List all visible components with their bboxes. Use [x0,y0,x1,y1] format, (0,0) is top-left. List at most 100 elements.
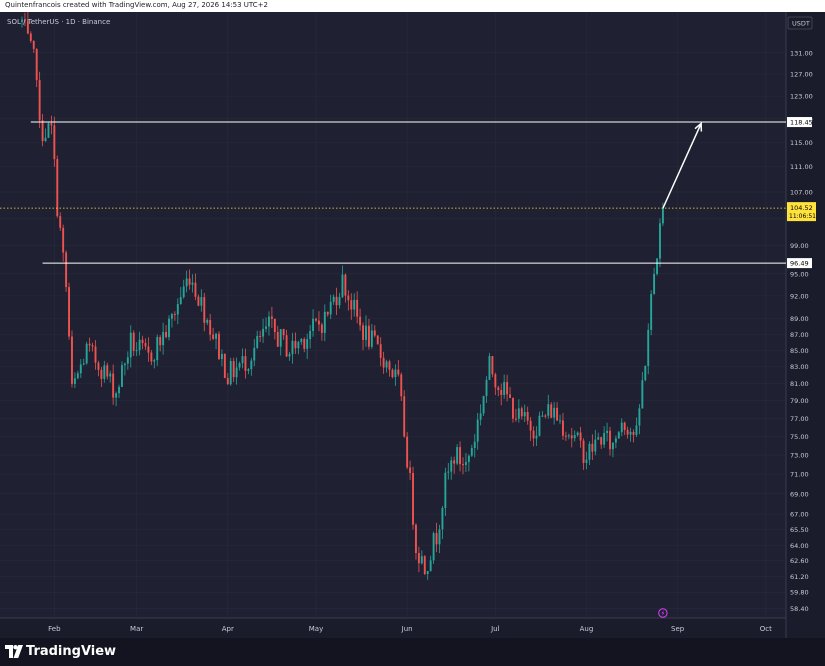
candle-body[interactable] [438,529,441,545]
candle-body[interactable] [138,339,141,351]
currency-badge[interactable] [787,16,813,30]
candle-body[interactable] [362,325,364,340]
candle-body[interactable] [409,467,412,473]
candle-body[interactable] [353,299,356,310]
candle-body[interactable] [62,227,65,253]
price-axis-panel[interactable] [786,12,825,638]
candle-body[interactable] [247,369,250,371]
candle-body[interactable] [268,316,270,327]
candle-body[interactable] [250,360,253,370]
candle-body[interactable] [115,393,118,398]
candle-body[interactable] [165,332,168,338]
candle-body[interactable] [235,367,238,378]
candle-body[interactable] [59,216,62,228]
candle-body[interactable] [497,387,500,390]
candle-body[interactable] [661,208,664,224]
candle-body[interactable] [109,373,112,377]
candle-body[interactable] [388,361,391,370]
candle-body[interactable] [220,353,223,360]
candle-body[interactable] [620,422,623,433]
candle-body[interactable] [623,422,626,430]
candle-body[interactable] [200,297,203,306]
candle-body[interactable] [71,336,73,384]
candle-body[interactable] [444,472,447,509]
candle-body[interactable] [270,316,273,319]
candle-body[interactable] [23,19,26,21]
candle-body[interactable] [162,332,165,346]
candle-body[interactable] [506,382,509,395]
candle-body[interactable] [347,295,350,301]
candle-body[interactable] [597,437,600,440]
candle-body[interactable] [173,314,176,316]
candle-body[interactable] [291,340,294,355]
candle-body[interactable] [535,435,538,439]
candle-body[interactable] [194,282,197,297]
candle-body[interactable] [182,286,185,298]
candle-body[interactable] [320,324,323,333]
candle-body[interactable] [650,294,653,330]
candle-body[interactable] [309,330,312,340]
candle-body[interactable] [373,330,376,336]
candle-body[interactable] [400,374,403,397]
candle-body[interactable] [412,472,414,525]
candle-body[interactable] [567,435,570,437]
candle-body[interactable] [370,330,373,347]
candle-body[interactable] [570,435,573,439]
candle-body[interactable] [600,437,603,445]
candle-body[interactable] [544,415,547,417]
candle-body[interactable] [123,363,126,366]
candle-body[interactable] [38,80,41,121]
time-axis-panel[interactable] [0,618,786,638]
candle-body[interactable] [356,299,359,317]
candle-body[interactable] [170,314,173,319]
candle-body[interactable] [656,258,658,275]
candle-body[interactable] [21,19,23,22]
candle-body[interactable] [176,304,179,315]
candle-body[interactable] [520,408,523,417]
candle-body[interactable] [341,274,344,297]
candle-body[interactable] [159,337,162,346]
candle-body[interactable] [326,311,329,315]
candle-body[interactable] [315,318,317,321]
candle-body[interactable] [382,357,385,368]
candle-body[interactable] [473,441,476,449]
candle-body[interactable] [456,447,459,464]
candle-body[interactable] [100,369,103,379]
candle-body[interactable] [94,346,97,363]
candle-body[interactable] [653,274,656,295]
candle-body[interactable] [121,365,123,387]
candle-body[interactable] [447,471,450,473]
candle-body[interactable] [541,415,544,417]
candle-body[interactable] [294,340,297,349]
candle-body[interactable] [647,329,650,366]
candle-body[interactable] [338,296,341,306]
candle-body[interactable] [467,455,470,462]
candle-body[interactable] [494,374,497,388]
candle-body[interactable] [76,373,79,379]
candle-body[interactable] [500,389,503,395]
price-chart[interactable]: SOL / TetherUS · 1D · Binance 131.00 127.0… [0,12,825,638]
candle-body[interactable] [303,338,306,349]
candle-body[interactable] [323,311,326,333]
candle-body[interactable] [332,296,335,302]
candle-body[interactable] [297,341,300,349]
candle-body[interactable] [415,524,417,553]
candle-body[interactable] [256,335,259,348]
candle-body[interactable] [212,334,215,339]
candle-body[interactable] [279,329,282,347]
candle-body[interactable] [509,394,511,398]
candle-body[interactable] [606,430,609,434]
candle-body[interactable] [617,432,620,439]
candle-body[interactable] [85,343,88,364]
candle-body[interactable] [517,408,520,419]
candle-body[interactable] [265,326,267,329]
candle-body[interactable] [503,382,506,395]
candle-body[interactable] [397,369,400,375]
candle-body[interactable] [241,356,244,364]
candle-body[interactable] [282,329,285,336]
candle-body[interactable] [432,533,435,561]
candle-body[interactable] [312,318,315,331]
candle-body[interactable] [215,333,217,339]
candle-body[interactable] [218,333,220,360]
candle-body[interactable] [367,325,370,347]
